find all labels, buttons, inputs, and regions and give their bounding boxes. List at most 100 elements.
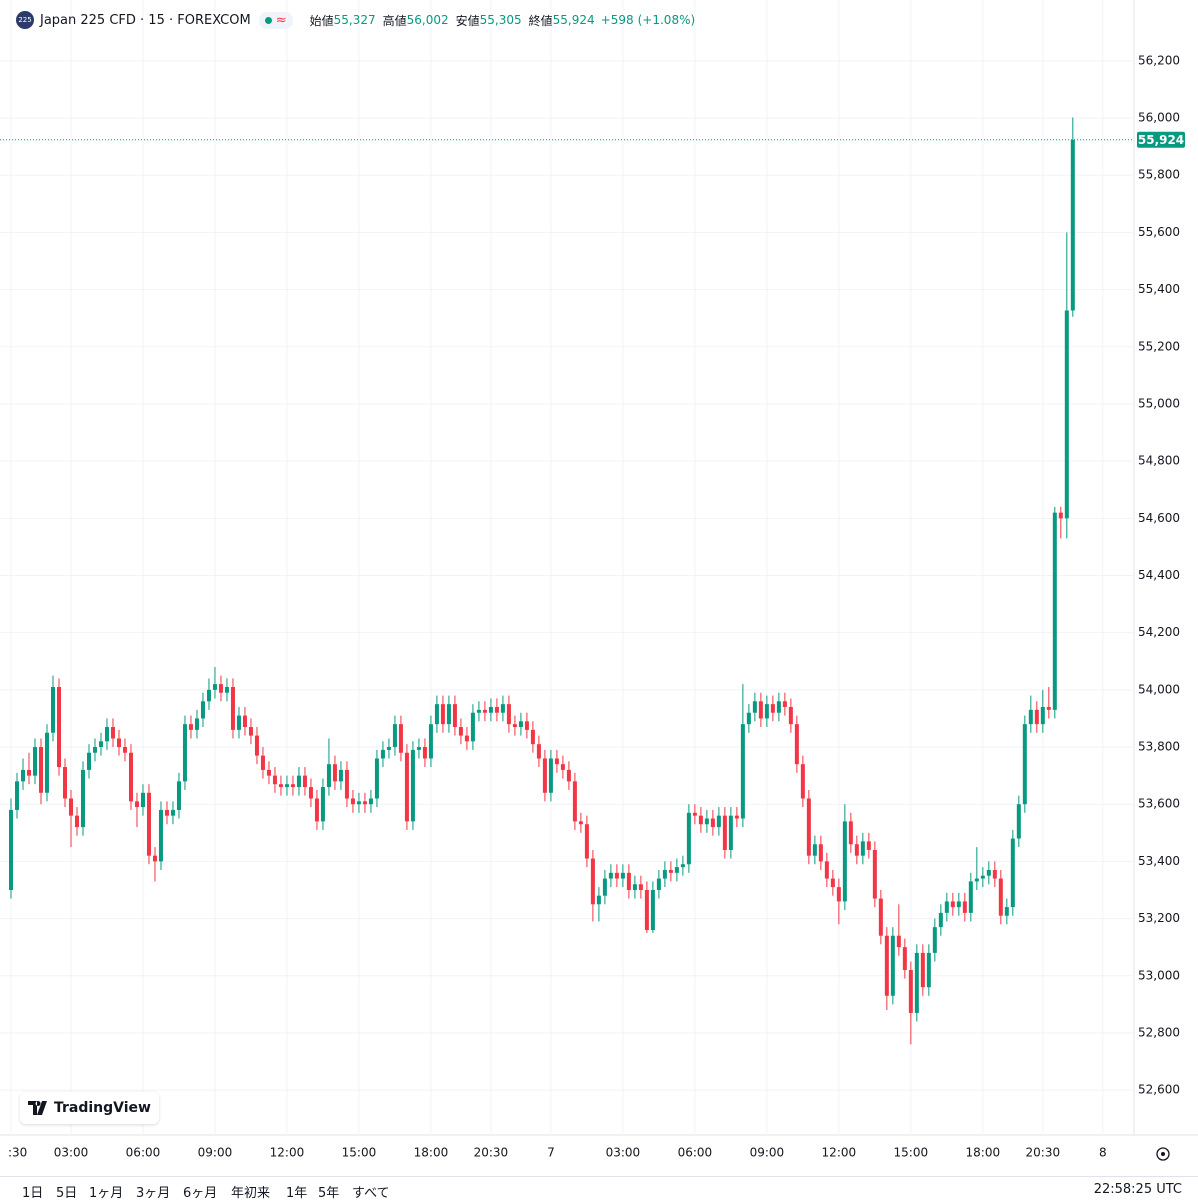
candle-body <box>704 818 709 825</box>
range-button[interactable]: 5年 <box>318 1186 340 1201</box>
candle-body <box>224 686 229 693</box>
ohlc-name: 安値 <box>455 13 480 28</box>
candle-body <box>158 809 163 862</box>
candle-body <box>530 729 535 745</box>
candle-body <box>806 798 811 856</box>
candle-body <box>380 749 385 759</box>
ohlc-name: 始値 <box>309 13 334 28</box>
candle-body <box>932 927 937 953</box>
candle-body <box>1070 139 1075 311</box>
candle-body <box>320 787 325 822</box>
candle-body <box>308 787 313 799</box>
candle-body <box>764 704 769 719</box>
candle-body <box>980 875 985 879</box>
candle-body <box>1052 512 1057 710</box>
candle-body <box>446 704 451 725</box>
range-button[interactable]: 1ヶ月 <box>89 1186 124 1201</box>
y-tick-label: 53,000 <box>1138 968 1180 982</box>
ohlc-value: 55,305 <box>479 13 522 27</box>
logo[interactable]: TradingView <box>20 1092 159 1124</box>
candle-body <box>614 872 619 879</box>
candle-body <box>758 701 763 719</box>
candle-body <box>98 741 103 748</box>
x-tick-label: 18:00 <box>414 1146 449 1160</box>
candle-body <box>824 861 829 879</box>
candle-body <box>866 841 871 850</box>
x-tick-label: 7 <box>547 1146 555 1160</box>
candle-body <box>848 821 853 845</box>
range-button[interactable]: 5日 <box>56 1186 78 1201</box>
x-tick-label: 15:00 <box>342 1146 377 1160</box>
last-price-box <box>1137 131 1185 148</box>
range-button[interactable]: 6ヶ月 <box>183 1186 218 1201</box>
range-button[interactable]: 年初来 <box>231 1186 271 1201</box>
candle-body <box>200 701 205 719</box>
range-button[interactable]: 1年 <box>286 1186 308 1201</box>
candle-body <box>1064 310 1069 519</box>
symbol-title: Japan 225 CFD · 15 · FOREXCOM <box>40 12 251 28</box>
candle-body <box>326 764 331 788</box>
candle-body <box>1034 709 1039 725</box>
candle-body <box>266 769 271 776</box>
candle-body <box>362 801 367 805</box>
candle-body <box>140 792 145 808</box>
candle-body <box>1016 804 1021 839</box>
candle-body <box>206 689 211 702</box>
x-tick-label: :30 <box>8 1146 27 1160</box>
candle-body <box>338 769 343 782</box>
candle-body <box>752 701 757 713</box>
x-tick-label: 03:00 <box>54 1146 89 1160</box>
candle-body <box>164 809 169 816</box>
candle-body <box>794 724 799 765</box>
x-tick-label: 8 <box>1099 1146 1107 1160</box>
candle-body <box>1022 724 1027 805</box>
candle-body <box>146 792 151 856</box>
x-tick-label: 03:00 <box>606 1146 641 1160</box>
candle-body <box>734 815 739 819</box>
y-tick-label: 53,600 <box>1138 797 1180 811</box>
change: +598 <box>600 13 634 27</box>
range-button[interactable]: すべて <box>352 1186 390 1201</box>
x-tick-label: 18:00 <box>966 1146 1001 1160</box>
candle-body <box>884 935 889 996</box>
candle-body <box>920 952 925 988</box>
ohlc-name: 終値 <box>528 13 553 28</box>
x-tick-label: 15:00 <box>894 1146 929 1160</box>
candle-body <box>566 769 571 782</box>
candle-body <box>176 781 181 810</box>
candle-body <box>950 901 955 908</box>
candle-body <box>788 707 793 725</box>
candle-body <box>680 864 685 868</box>
candle-body <box>8 809 13 890</box>
candle-body <box>80 769 85 828</box>
candle-body <box>104 727 109 742</box>
range-button[interactable]: 3ヶ月 <box>136 1186 171 1201</box>
settings-icon[interactable] <box>1156 1147 1170 1161</box>
ohlc-value: 55,924 <box>552 13 595 27</box>
candle-body <box>182 724 187 782</box>
candle-body <box>74 815 79 828</box>
candle-body <box>524 721 529 730</box>
candle-body <box>56 686 61 768</box>
range-button[interactable]: 1日 <box>22 1186 44 1201</box>
candle-body <box>1010 838 1015 908</box>
candle-body <box>392 724 397 748</box>
candle-body <box>872 849 877 899</box>
candle-body <box>656 878 661 890</box>
header: 225 Japan 225 CFD · 15 · FOREXCOM ≈ 始値 55… <box>16 11 695 29</box>
candle-body <box>554 758 559 765</box>
candle-body <box>398 724 403 753</box>
candle-body <box>746 712 751 725</box>
candle-body <box>248 727 253 736</box>
ohlc-name: 高値 <box>382 13 407 28</box>
candle-body <box>512 724 517 728</box>
grid <box>0 0 1134 1135</box>
ohlc-value: 55,327 <box>333 13 376 27</box>
candle-body <box>284 784 289 788</box>
candle-body <box>536 744 541 759</box>
candle-body <box>230 686 235 730</box>
x-tick-label: 12:00 <box>822 1146 857 1160</box>
candle-body <box>14 781 19 810</box>
